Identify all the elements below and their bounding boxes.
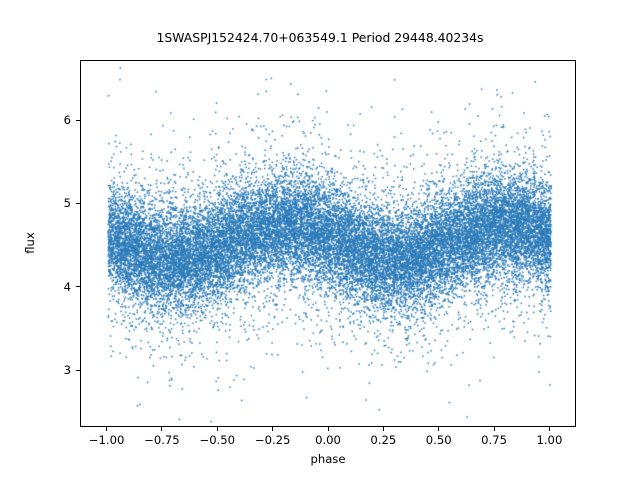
x-tick-mark xyxy=(272,427,274,431)
x-tick-label: 1.00 xyxy=(536,433,563,447)
y-tick-mark xyxy=(76,369,80,371)
x-tick-mark xyxy=(548,427,550,431)
y-tick-mark xyxy=(76,286,80,288)
y-axis-label: flux xyxy=(23,232,37,254)
x-tick-label: 0.50 xyxy=(425,433,452,447)
x-tick-label: 0.75 xyxy=(481,433,507,447)
x-tick-label: −0.75 xyxy=(144,433,180,447)
x-tick-label: 0.25 xyxy=(370,433,397,447)
x-tick-mark xyxy=(161,427,163,431)
x-tick-mark xyxy=(382,427,384,431)
x-tick-label: −1.00 xyxy=(88,433,125,447)
x-tick-mark xyxy=(216,427,218,431)
y-tick-label: 5 xyxy=(63,196,71,211)
x-tick-mark xyxy=(493,427,495,431)
x-tick-label: −0.25 xyxy=(254,433,291,447)
chart-title: 1SWASPJ152424.70+063549.1 Period 29448.4… xyxy=(156,30,484,45)
x-tick-label: −0.50 xyxy=(199,433,236,447)
y-tick-label: 3 xyxy=(63,363,71,378)
y-tick-label: 6 xyxy=(63,113,71,128)
y-tick-mark xyxy=(76,119,80,121)
x-tick-label: 0.00 xyxy=(315,433,341,447)
x-axis-label: phase xyxy=(310,452,346,466)
x-tick-mark xyxy=(106,427,108,431)
y-tick-mark xyxy=(76,202,80,204)
scatter-plot-canvas xyxy=(81,61,575,426)
x-tick-mark xyxy=(438,427,440,431)
plot-axes-area xyxy=(80,60,576,427)
y-tick-label: 4 xyxy=(63,279,71,294)
x-tick-mark xyxy=(327,427,329,431)
